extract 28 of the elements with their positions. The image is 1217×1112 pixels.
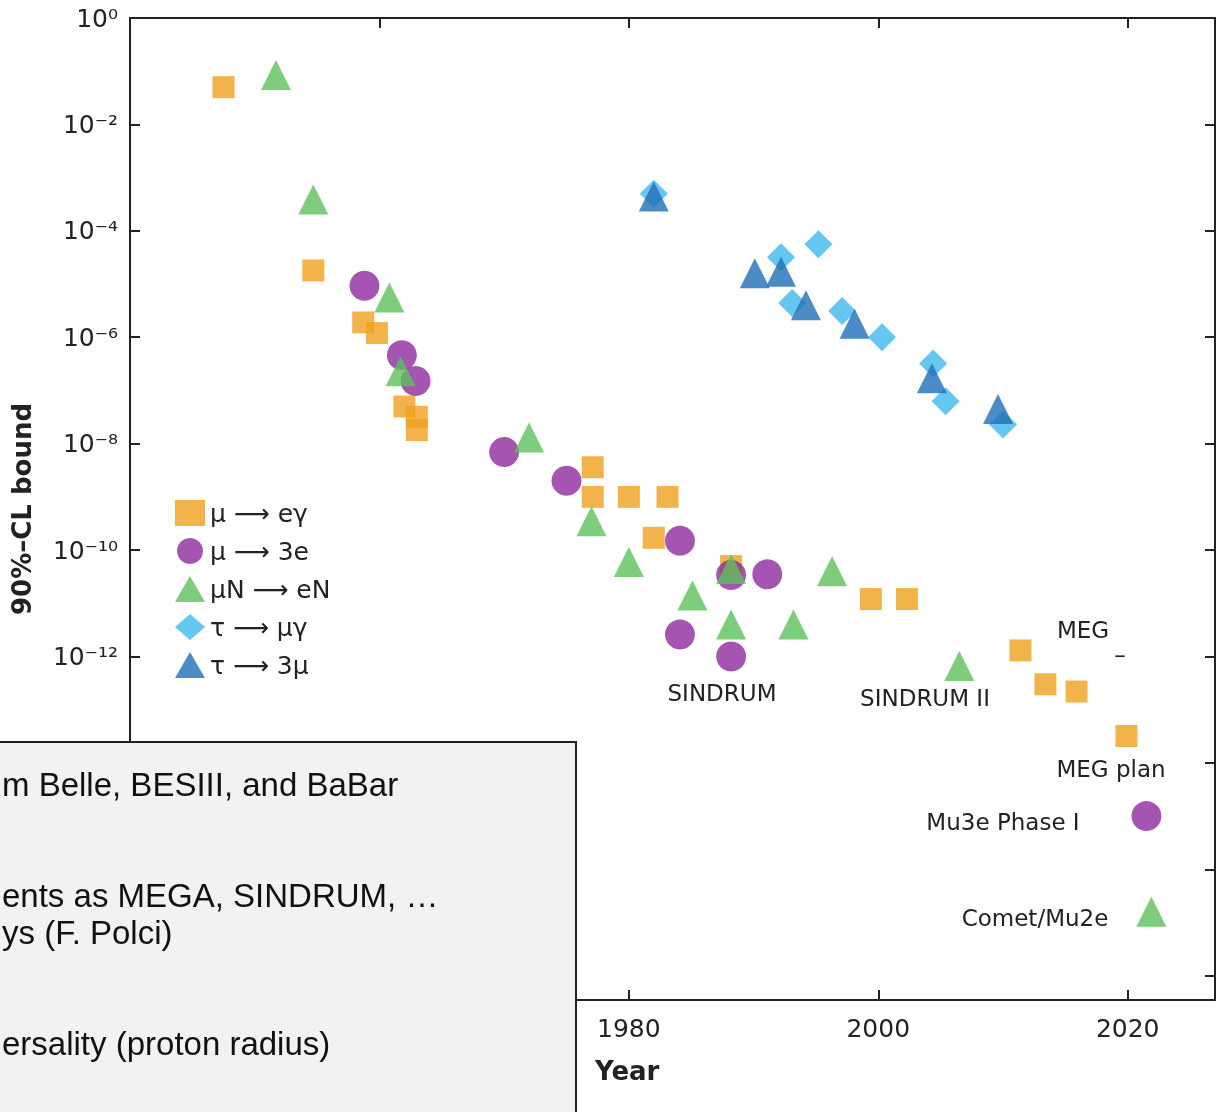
annotation: SINDRUM: [667, 680, 777, 706]
y-tick-label: 10⁻⁶: [62, 322, 118, 352]
y-tick-label: 10⁰: [76, 3, 118, 33]
annotation: ys (F. Polci): [2, 913, 173, 953]
annotation: Comet/Mu2e: [961, 905, 1109, 931]
annotation: MEG: [1056, 617, 1110, 643]
annotation: –: [1114, 642, 1126, 668]
legend-label: τ ⟶ 3μ: [210, 650, 309, 680]
y-tick-label: 10⁻⁸: [62, 429, 118, 459]
annotation: m Belle, BESIII, and BaBar: [2, 765, 399, 805]
legend-label: μ ⟶ eγ: [210, 498, 309, 528]
y-tick-label: 10⁻¹²: [52, 641, 118, 671]
legend-label: μ ⟶ 3e: [210, 536, 309, 566]
x-axis-title: Year: [594, 1056, 660, 1086]
annotation: ents as MEGA, SINDRUM, …: [2, 876, 439, 916]
x-tick-label: 2000: [846, 1014, 911, 1043]
x-tick-label: 2020: [1095, 1014, 1160, 1043]
y-tick-label: 10⁻²: [62, 109, 118, 139]
legend-label: μN ⟶ eN: [210, 574, 331, 604]
text-panel: m Belle, BESIII, and BaBar ents as MEGA, SINDRUM, … ys (F. Polci) ersality (proton radius): [0, 741, 577, 1112]
y-tick-label: 10⁻⁴: [62, 216, 118, 246]
annotation: MEG plan: [1056, 756, 1166, 782]
annotation: Mu3e Phase I: [926, 809, 1080, 835]
y-axis-title: 90%–CL bound: [7, 402, 37, 616]
annotation: SINDRUM II: [860, 685, 990, 711]
legend-label: τ ⟶ μγ: [210, 612, 308, 642]
x-tick-label: 1980: [597, 1014, 661, 1043]
y-tick-label: 10⁻¹⁰: [52, 535, 118, 565]
